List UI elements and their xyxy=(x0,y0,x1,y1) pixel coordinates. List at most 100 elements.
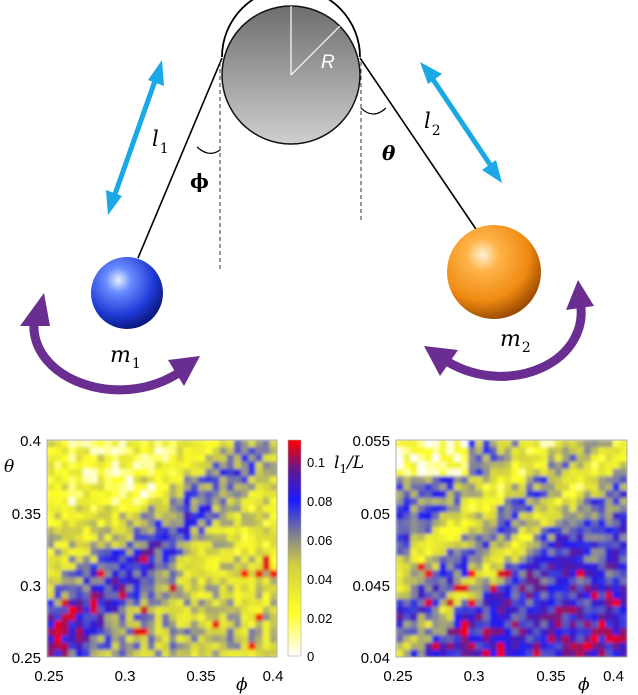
heatmap-cell xyxy=(511,541,520,550)
left-angle-label: ϕ xyxy=(190,169,209,193)
heatmap-cell xyxy=(255,468,264,477)
heatmap-cell xyxy=(233,497,242,506)
heatmap-cell xyxy=(126,591,135,600)
heatmap-cell xyxy=(233,534,242,543)
heatmap-cell xyxy=(75,461,84,470)
heatmap-cell xyxy=(410,541,419,550)
heatmap-cell xyxy=(439,562,448,571)
heatmap-cell xyxy=(518,541,527,550)
heatmap-cell xyxy=(111,526,120,535)
heatmap-cell xyxy=(554,642,563,651)
heatmap-cell xyxy=(504,649,513,657)
heatmap-cell xyxy=(269,642,277,651)
heatmap-cell xyxy=(511,490,520,499)
heatmap-cell xyxy=(590,497,599,506)
heatmap-cell xyxy=(410,599,419,608)
heatmap-cell xyxy=(504,505,513,514)
heatmap-cell xyxy=(583,642,592,651)
heatmap-cell xyxy=(82,591,91,600)
heatmap-cell xyxy=(410,606,419,615)
heatmap-left-frame xyxy=(46,439,278,658)
heatmap-cell xyxy=(432,562,441,571)
heatmap-cell xyxy=(569,519,578,528)
heatmap-cell xyxy=(97,635,106,644)
heatmap-cell xyxy=(219,613,228,622)
heatmap-cell xyxy=(583,613,592,622)
heatmap-cell xyxy=(241,562,250,571)
heatmap-cell xyxy=(518,577,527,586)
heatmap-cell xyxy=(605,541,614,550)
heatmap-cell xyxy=(183,526,192,535)
heatmap-cell xyxy=(590,606,599,615)
heatmap-cell xyxy=(162,461,170,470)
heatmap-cell xyxy=(147,635,156,644)
heatmap-cell xyxy=(475,440,484,449)
heatmap-cell xyxy=(439,577,448,586)
heatmap-cell xyxy=(504,468,513,477)
heatmap-cell xyxy=(619,548,627,557)
heatmap-cell xyxy=(576,454,585,463)
heatmap-cell xyxy=(140,541,149,550)
heatmap-cell xyxy=(475,476,484,485)
heatmap-cell xyxy=(569,642,578,651)
heatmap-cell xyxy=(61,440,70,449)
heatmap-cell xyxy=(176,649,185,657)
heatmap-cell xyxy=(590,483,599,492)
heatmap-cell xyxy=(183,599,192,608)
heatmap-cell xyxy=(547,461,556,470)
heatmap-cell xyxy=(255,584,264,593)
heatmap-cell xyxy=(262,447,271,456)
heatmap-cell xyxy=(468,577,477,586)
heatmap-cell xyxy=(219,599,228,608)
heatmap-cell xyxy=(212,534,221,543)
heatmap-cell xyxy=(583,599,592,608)
heatmap-cell xyxy=(47,490,55,499)
heatmap-cell xyxy=(212,447,221,456)
heatmap-cell xyxy=(68,468,77,477)
heatmap-cell xyxy=(197,649,206,657)
heatmap-cell xyxy=(547,548,556,557)
heatmap-cell xyxy=(525,447,534,456)
heatmap-cell xyxy=(262,628,271,637)
heatmap-cell xyxy=(525,562,534,571)
heatmap-cell xyxy=(54,635,63,644)
heatmap-cell xyxy=(54,613,63,622)
left-mass xyxy=(91,257,163,329)
heatmap-cell xyxy=(248,454,257,463)
heatmap-cell xyxy=(162,505,170,514)
heatmap-cell xyxy=(497,468,506,477)
heatmap-cell xyxy=(533,642,542,651)
heatmap-cell xyxy=(605,526,614,535)
heatmap-cell xyxy=(446,490,455,499)
heatmap-cell xyxy=(468,505,477,514)
right-mass-label: m2 xyxy=(500,327,531,356)
heatmap-cell xyxy=(183,635,192,644)
heatmap-cell xyxy=(619,613,627,622)
heatmap-cell xyxy=(233,526,242,535)
heatmap-left-yticks: 0.25 0.3 0.35 0.4 xyxy=(12,433,41,667)
heatmap-cell xyxy=(562,613,571,622)
heatmap-cell xyxy=(111,606,120,615)
heatmap-cell xyxy=(403,505,412,514)
heatmap-cell xyxy=(439,512,448,521)
heatmap-cell xyxy=(605,613,614,622)
heatmap-cell xyxy=(619,642,627,651)
heatmap-cell xyxy=(54,526,63,535)
heatmap-cell xyxy=(540,534,549,543)
heatmap-cell xyxy=(489,613,498,622)
heatmap-cell xyxy=(183,476,192,485)
heatmap-cell xyxy=(518,490,527,499)
heatmap-cell xyxy=(183,570,192,579)
heatmap-cell xyxy=(183,497,192,506)
heatmap-cell xyxy=(262,440,271,449)
colorbar-gradient xyxy=(287,439,302,657)
heatmap-cell xyxy=(162,628,170,637)
heatmap-cell xyxy=(446,548,455,557)
heatmap-cell xyxy=(183,483,192,492)
heatmap-cell xyxy=(269,620,277,629)
heatmap-cell xyxy=(169,541,178,550)
heatmap-cell xyxy=(190,555,199,564)
heatmap-cell xyxy=(525,628,534,637)
heatmap-cell xyxy=(212,461,221,470)
heatmap-cell xyxy=(583,620,592,629)
